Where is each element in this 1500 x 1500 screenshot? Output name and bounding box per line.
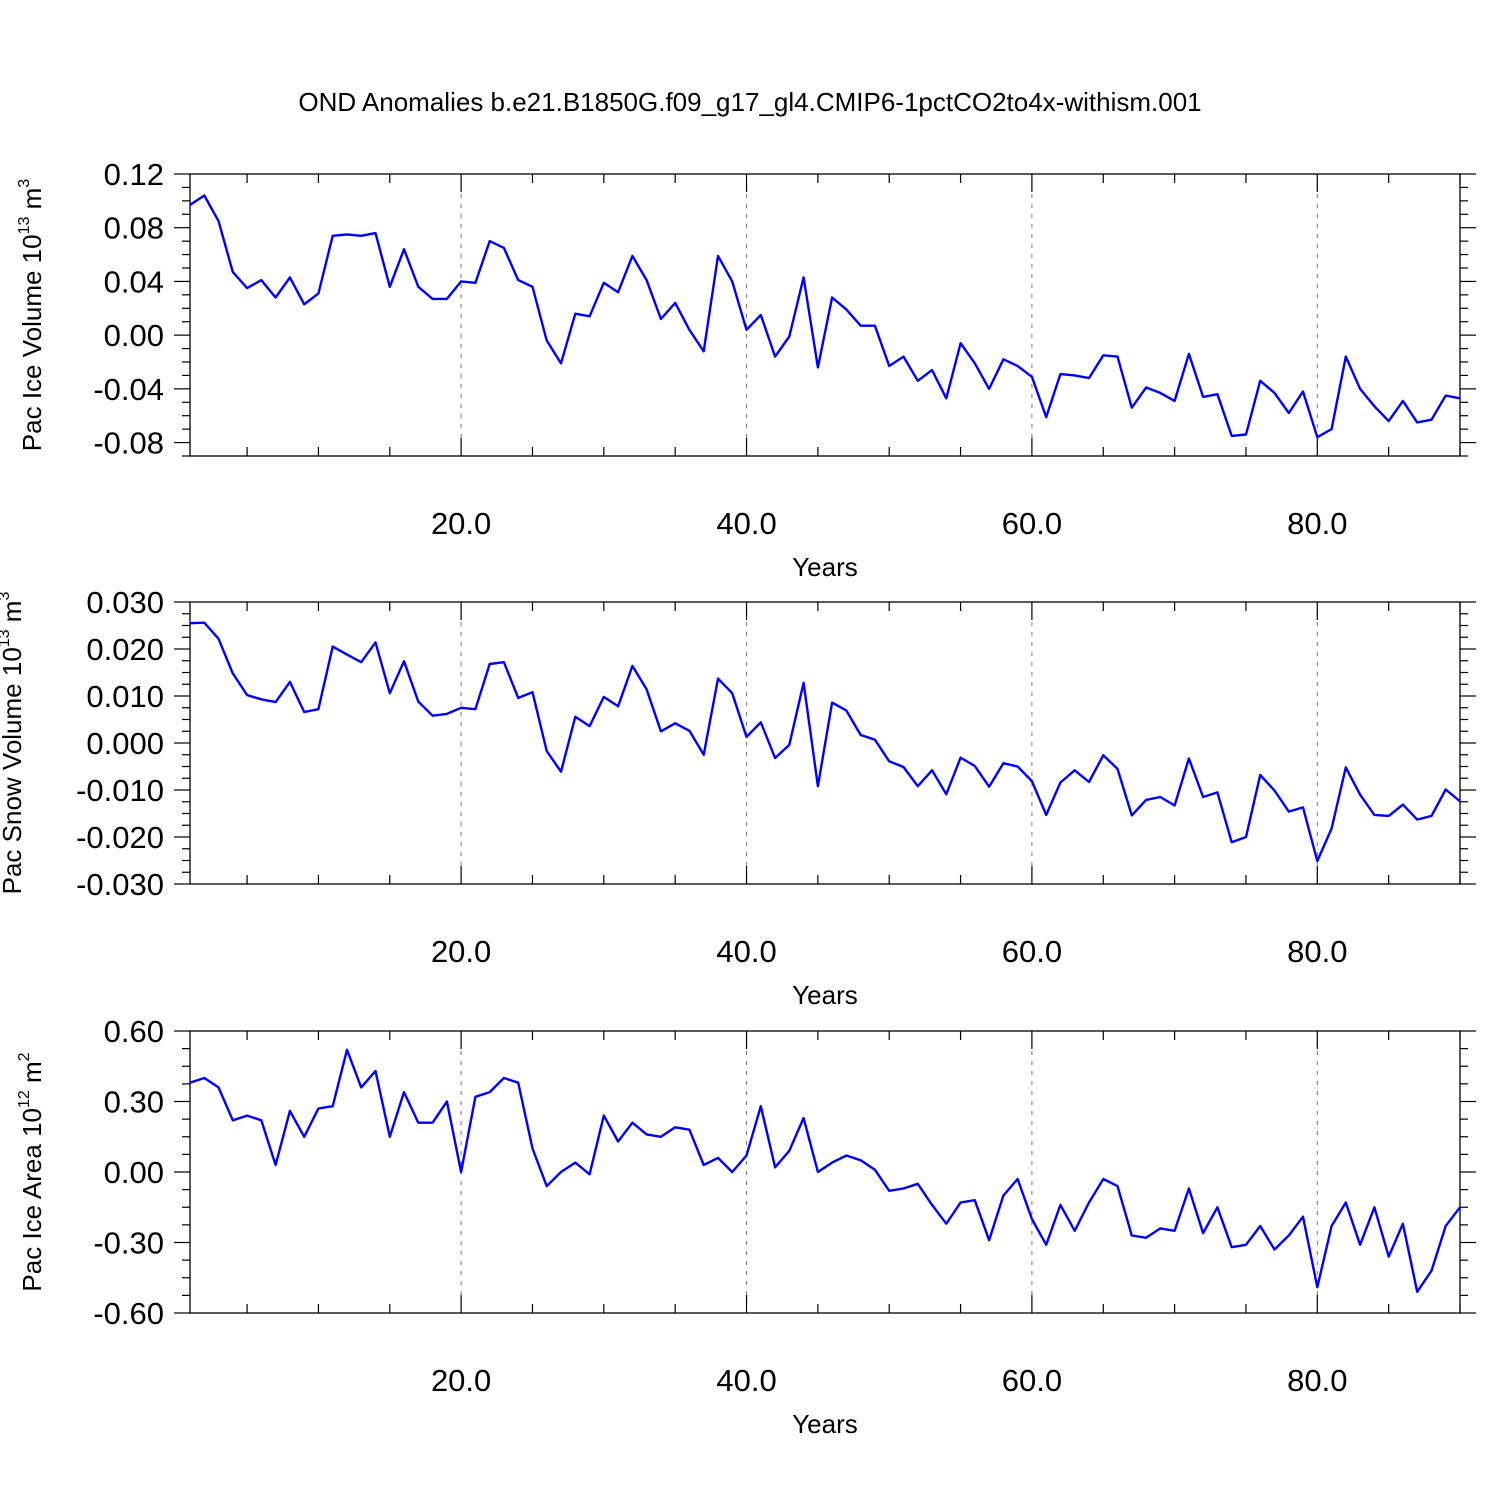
panel-2: 0.030 0.020 0.010 0.000 -0.010 -0.020 -0.030 20…	[0, 585, 1476, 1010]
x-tick-label: 20.0	[431, 506, 491, 541]
x-tick-label: 60.0	[1002, 506, 1062, 541]
x-tick-label: 20.0	[431, 1363, 491, 1398]
y-tick-label: 0.030	[86, 585, 164, 620]
series-line	[189, 1048, 1461, 1294]
x-axis-label: Years	[792, 980, 858, 1010]
y-axis-label: Pac Snow Volume 1013 m3	[0, 592, 27, 895]
y-tick-label: -0.010	[76, 773, 164, 808]
y-axis-label: Pac Ice Area 1012 m2	[16, 1052, 47, 1291]
y-axis-label: Pac Ice Volume 1013 m3	[16, 179, 47, 452]
plot-frame	[189, 601, 1461, 885]
x-axis-label: Years	[792, 552, 858, 582]
y-tick-label: 0.12	[104, 157, 164, 192]
y-tick-label: 0.000	[86, 726, 164, 761]
series-line	[189, 194, 1461, 439]
y-tick-label: 0.020	[86, 632, 164, 667]
chart-title: OND Anomalies b.e21.B1850G.f09_g17_gl4.C…	[298, 87, 1201, 117]
y-tick-label: 0.08	[104, 211, 164, 246]
y-tick-label: 0.60	[104, 1014, 164, 1049]
x-axis-label: Years	[792, 1409, 858, 1439]
y-tick-label: -0.08	[93, 426, 164, 461]
panel-1: 0.12 0.08 0.04 0.00 -0.04 -0.08 20.0 40.0 60.0 80…	[16, 157, 1476, 582]
y-tick-label: -0.30	[93, 1226, 164, 1261]
y-tick-label: -0.020	[76, 820, 164, 855]
y-tick-label: 0.010	[86, 679, 164, 714]
x-tick-label: 80.0	[1287, 934, 1347, 969]
series-line	[189, 621, 1461, 863]
plot-frame	[189, 173, 1461, 457]
y-tick-label: 0.00	[104, 318, 164, 353]
panels: 0.12 0.08 0.04 0.00 -0.04 -0.08 20.0 40.0 60.0 80…	[0, 157, 1476, 1439]
x-tick-label: 80.0	[1287, 1363, 1347, 1398]
x-tick-label: 20.0	[431, 934, 491, 969]
x-tick-label: 40.0	[716, 934, 776, 969]
x-tick-label: 40.0	[716, 1363, 776, 1398]
y-tick-label: -0.030	[76, 867, 164, 902]
y-tick-label: -0.60	[93, 1296, 164, 1331]
plot-frame	[189, 1030, 1461, 1314]
x-tick-label: 40.0	[716, 506, 776, 541]
x-tick-label: 60.0	[1002, 1363, 1062, 1398]
y-tick-label: -0.04	[93, 372, 164, 407]
x-tick-label: 60.0	[1002, 934, 1062, 969]
y-tick-label: 0.30	[104, 1085, 164, 1120]
panel-3: 0.60 0.30 0.00 -0.30 -0.60 20.0 40.0 60.0 80.0 Ye…	[16, 1014, 1476, 1439]
x-tick-label: 80.0	[1287, 506, 1347, 541]
y-tick-label: 0.04	[104, 264, 164, 299]
y-tick-label: 0.00	[104, 1155, 164, 1190]
